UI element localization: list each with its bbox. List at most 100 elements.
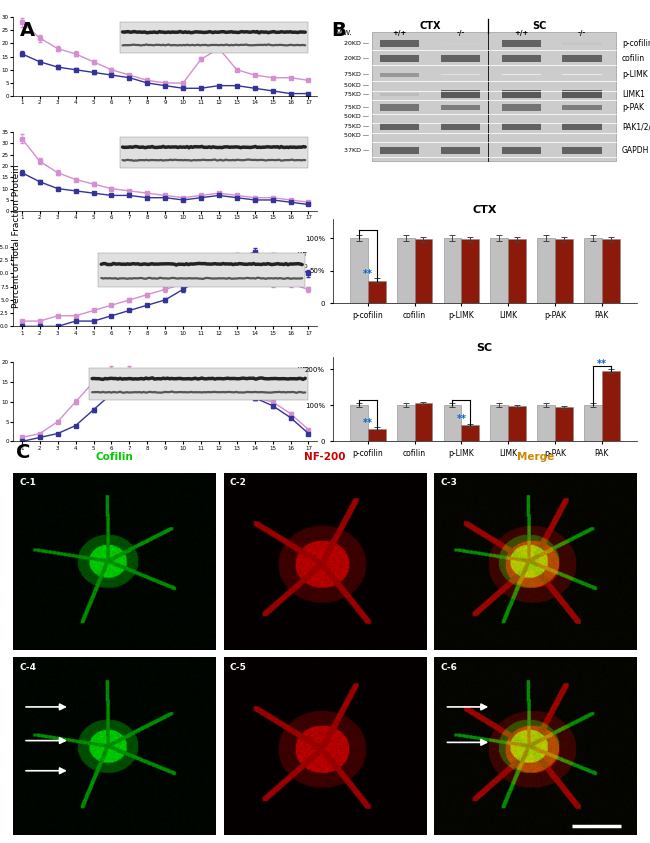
Text: C-1: C-1 bbox=[19, 478, 36, 487]
Bar bbox=[462, 425, 479, 442]
Text: WT: WT bbox=[298, 137, 308, 142]
Text: WT: WT bbox=[298, 22, 308, 27]
Text: 75KD —: 75KD — bbox=[344, 72, 369, 78]
Bar bbox=[415, 239, 432, 303]
Text: A: A bbox=[20, 21, 34, 40]
Text: 75KD —: 75KD — bbox=[344, 124, 369, 129]
Bar bbox=[350, 405, 368, 442]
Text: SC: SC bbox=[532, 21, 547, 31]
Bar bbox=[562, 90, 602, 98]
Text: 20KD —: 20KD — bbox=[344, 56, 369, 61]
Bar bbox=[555, 239, 573, 303]
Text: 75KD —: 75KD — bbox=[344, 105, 369, 110]
Bar bbox=[443, 238, 461, 303]
Text: 20KD —: 20KD — bbox=[344, 41, 369, 46]
Text: C: C bbox=[16, 443, 31, 462]
Bar bbox=[562, 148, 602, 154]
Text: +/+: +/+ bbox=[514, 30, 528, 36]
Bar bbox=[441, 148, 480, 154]
Text: WT: WT bbox=[298, 367, 308, 372]
Bar bbox=[380, 72, 419, 77]
Text: -/-: -/- bbox=[578, 30, 586, 36]
Text: C-6: C-6 bbox=[441, 663, 458, 672]
Bar bbox=[562, 42, 602, 45]
Text: p-LIMK: p-LIMK bbox=[622, 70, 647, 79]
Text: 50KD —: 50KD — bbox=[344, 133, 369, 138]
Text: WT: WT bbox=[298, 252, 308, 257]
Text: CTX: CTX bbox=[419, 21, 441, 31]
Text: PAK1/2/3: PAK1/2/3 bbox=[622, 122, 650, 132]
Text: KO: KO bbox=[300, 265, 308, 270]
Text: 75KD —: 75KD — bbox=[344, 92, 369, 97]
Bar bbox=[490, 405, 508, 442]
Bar bbox=[443, 405, 461, 442]
Text: Cofilin: Cofilin bbox=[96, 452, 133, 462]
Bar bbox=[380, 40, 419, 47]
Bar bbox=[441, 74, 480, 75]
Bar bbox=[602, 239, 619, 303]
Text: Merge: Merge bbox=[517, 452, 554, 462]
Text: Synaptophysin: Synaptophysin bbox=[129, 368, 211, 379]
Bar bbox=[462, 239, 479, 303]
Text: Percent of Total Fraction Protein: Percent of Total Fraction Protein bbox=[12, 164, 21, 308]
Bar bbox=[350, 238, 368, 303]
Bar bbox=[508, 239, 526, 303]
FancyBboxPatch shape bbox=[98, 254, 305, 287]
Bar bbox=[368, 429, 385, 442]
Text: -/-: -/- bbox=[456, 30, 465, 36]
Bar bbox=[441, 90, 480, 98]
Text: p-PAK: p-PAK bbox=[622, 103, 644, 112]
Bar bbox=[368, 281, 385, 303]
Bar bbox=[415, 404, 432, 442]
Bar bbox=[538, 405, 555, 442]
Text: **: ** bbox=[363, 418, 372, 427]
Text: **: ** bbox=[456, 414, 467, 424]
Bar bbox=[441, 55, 480, 62]
Text: cofilin: cofilin bbox=[622, 54, 645, 63]
Bar bbox=[372, 32, 616, 161]
Bar bbox=[396, 238, 415, 303]
Text: B: B bbox=[332, 21, 346, 40]
Bar bbox=[502, 123, 541, 131]
Bar bbox=[502, 55, 541, 62]
Text: LIMK1: LIMK1 bbox=[622, 89, 645, 99]
Text: C-5: C-5 bbox=[230, 663, 246, 672]
FancyBboxPatch shape bbox=[120, 137, 308, 168]
Text: **: ** bbox=[597, 359, 607, 369]
Bar bbox=[380, 105, 419, 110]
Bar bbox=[441, 43, 480, 45]
Text: NF-200: NF-200 bbox=[304, 452, 346, 462]
Text: KO: KO bbox=[300, 379, 308, 384]
Text: Tubulin: Tubulin bbox=[129, 138, 170, 148]
Bar bbox=[562, 123, 602, 131]
Bar bbox=[502, 90, 541, 98]
Text: M.W.: M.W. bbox=[335, 30, 352, 36]
FancyBboxPatch shape bbox=[89, 368, 308, 400]
Bar bbox=[584, 405, 602, 442]
Text: C-4: C-4 bbox=[19, 663, 36, 672]
Bar bbox=[584, 238, 602, 303]
Bar bbox=[490, 238, 508, 303]
Bar bbox=[380, 148, 419, 154]
Bar bbox=[380, 93, 419, 95]
Text: SC: SC bbox=[476, 343, 493, 353]
Text: p-cofilin: p-cofilin bbox=[622, 39, 650, 48]
Text: 37KD —: 37KD — bbox=[344, 148, 369, 153]
Text: 50KD —: 50KD — bbox=[344, 83, 369, 88]
Text: KO: KO bbox=[300, 149, 308, 154]
Bar bbox=[502, 148, 541, 154]
Bar bbox=[538, 238, 555, 303]
Text: GAPDH: GAPDH bbox=[622, 146, 649, 155]
Text: +/+: +/+ bbox=[393, 30, 407, 36]
Bar bbox=[396, 405, 415, 442]
Text: NF-68: NF-68 bbox=[129, 254, 161, 263]
Text: C-2: C-2 bbox=[230, 478, 246, 487]
Bar bbox=[602, 371, 619, 442]
Bar bbox=[562, 55, 602, 62]
Bar bbox=[502, 105, 541, 110]
Bar bbox=[562, 105, 602, 110]
Bar bbox=[502, 40, 541, 47]
FancyBboxPatch shape bbox=[120, 23, 308, 52]
Text: C-3: C-3 bbox=[441, 478, 458, 487]
Bar bbox=[380, 123, 419, 131]
